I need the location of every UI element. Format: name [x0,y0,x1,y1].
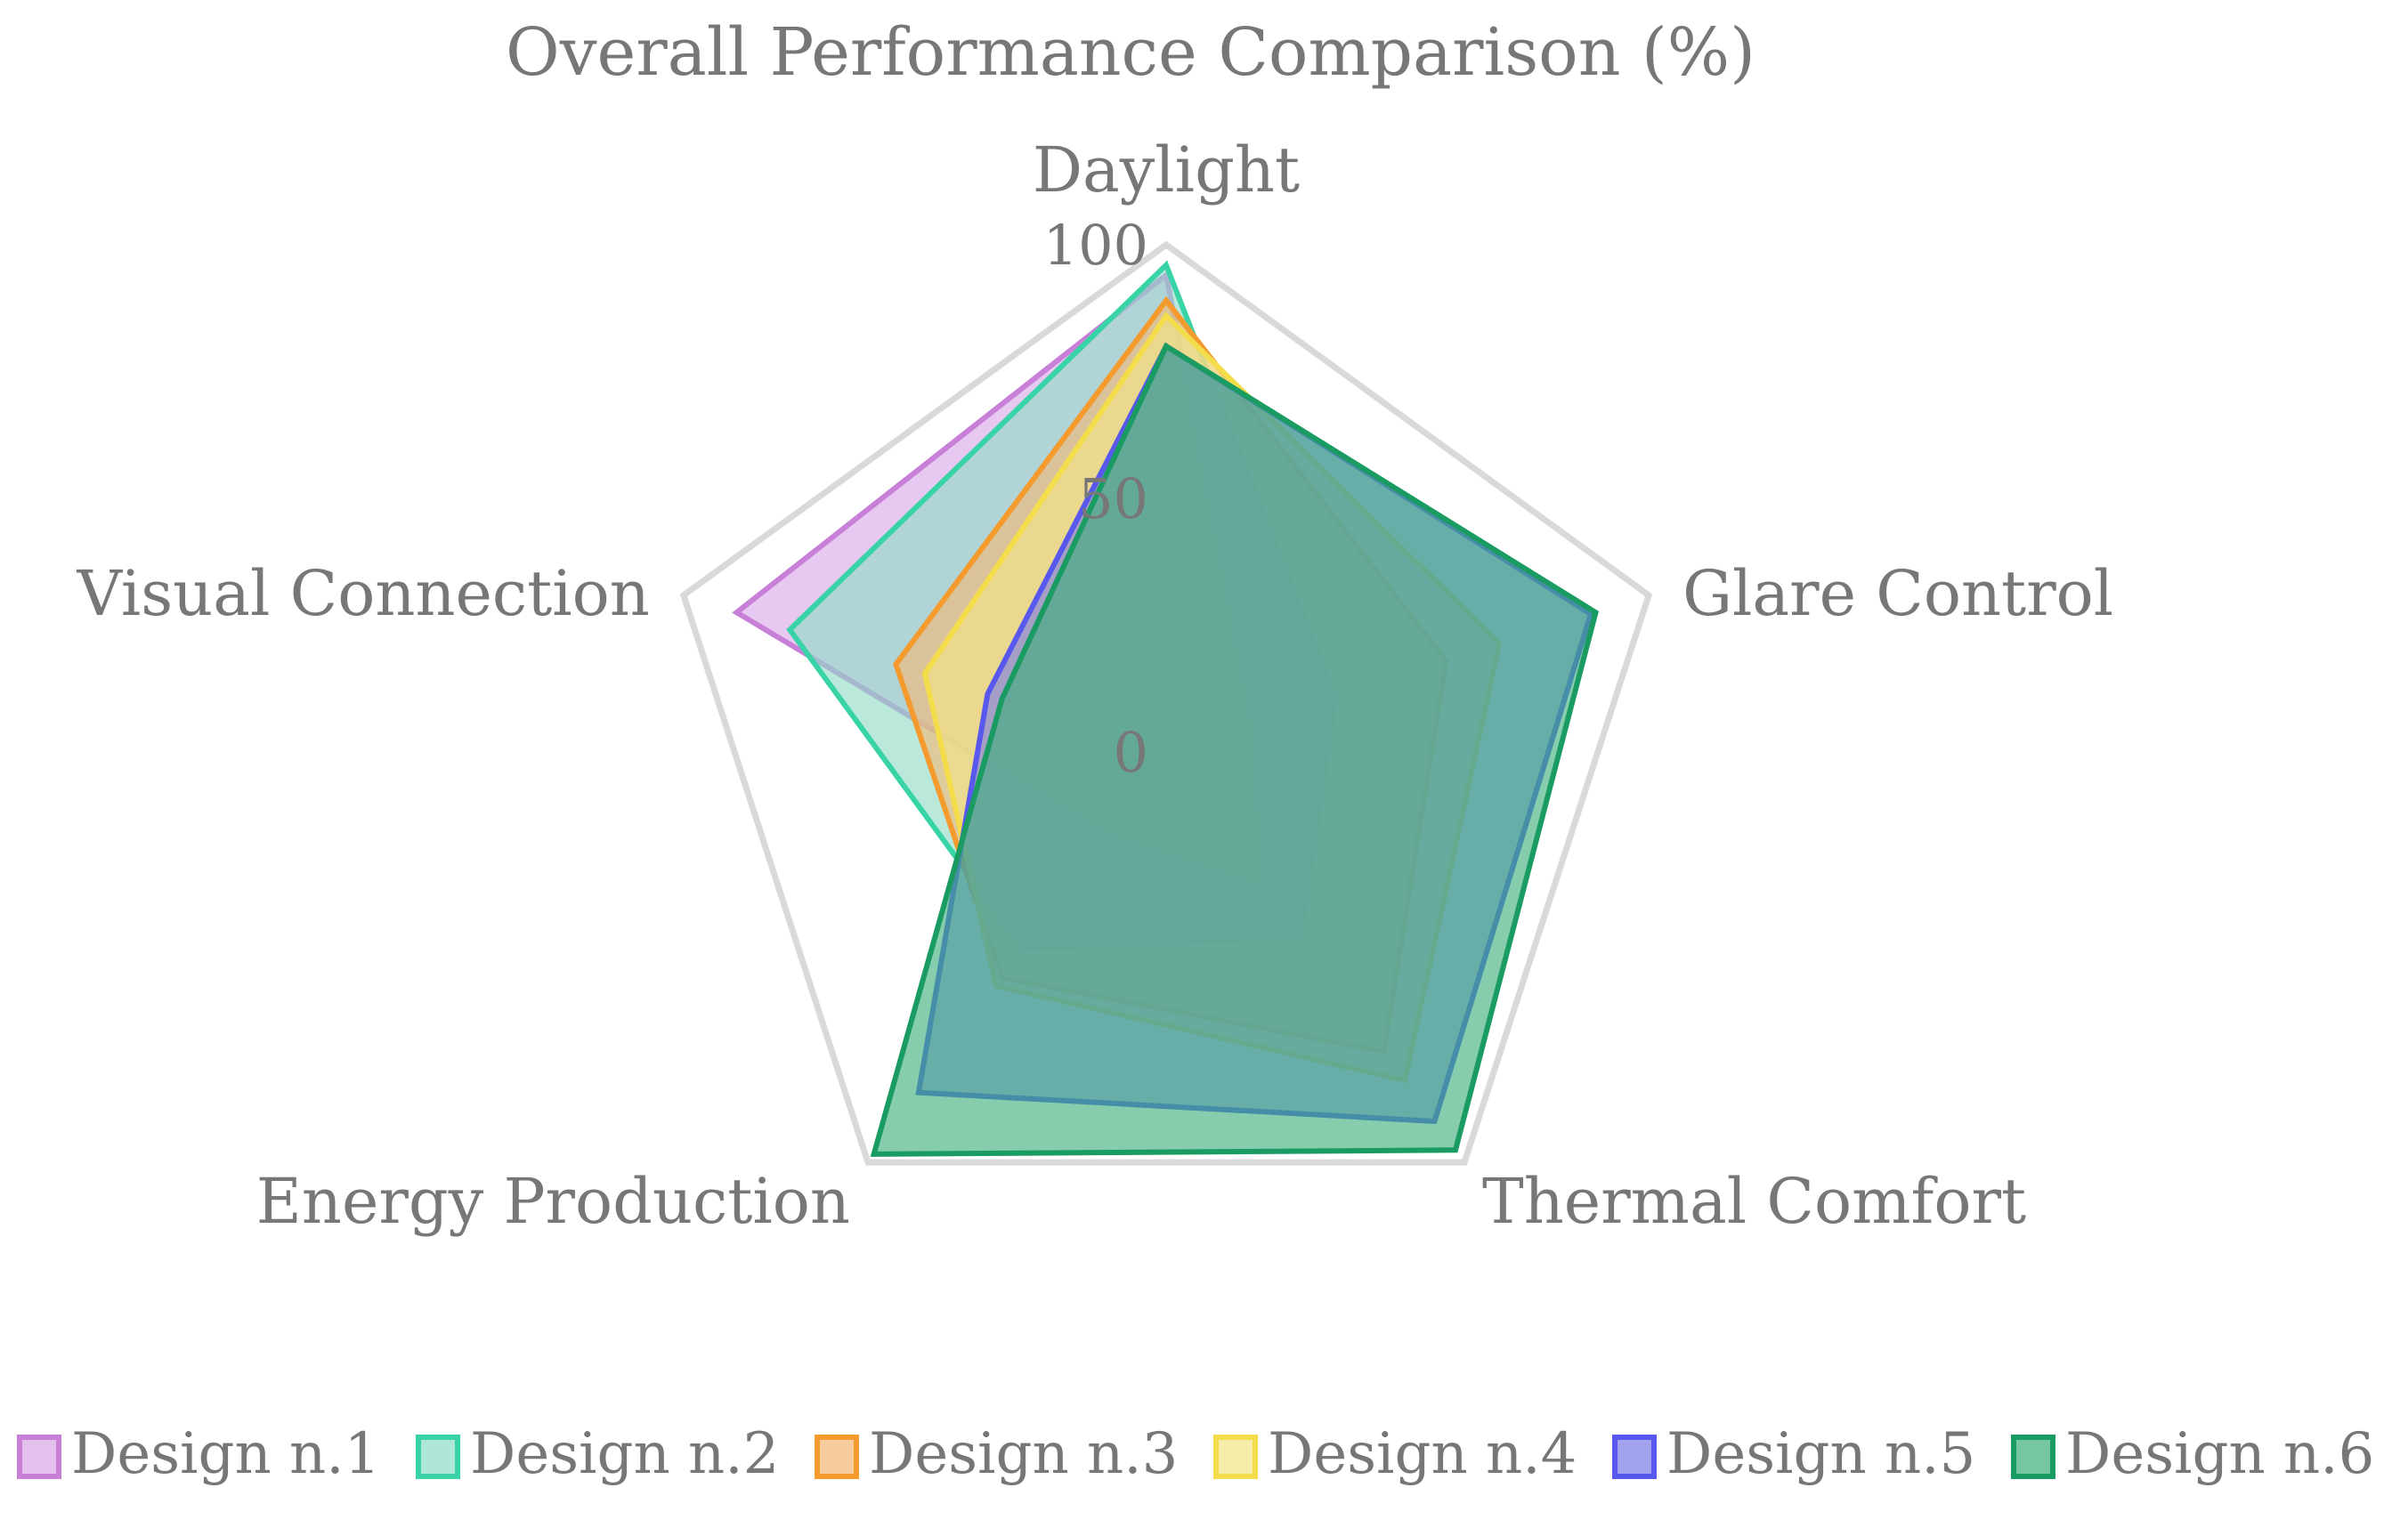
legend-label-2: Design n.2 [470,1421,779,1487]
legend-swatch-1 [17,1435,61,1479]
tick-label-100: 100 [1043,213,1148,278]
legend-swatch-3 [815,1435,859,1479]
axis-label-glare-control: Glare Control [1682,557,2113,630]
legend-swatch-2 [416,1435,460,1479]
legend-label-1: Design n.1 [71,1421,380,1487]
legend-swatch-6 [2011,1435,2055,1479]
axis-label-visual-connection: Visual Connection [77,557,650,630]
series-6-polygon [870,342,1599,1157]
legend-label-5: Design n.5 [1666,1421,1975,1487]
tick-label-0: 0 [1114,720,1148,785]
legend-label-6: Design n.6 [2065,1421,2374,1487]
legend-swatch-4 [1213,1435,1258,1479]
axis-label-daylight: Daylight [1033,133,1300,206]
chart-title: Overall Performance Comparison (%) [506,14,1755,91]
axis-label-thermal-comfort: Thermal Comfort [1482,1165,2026,1238]
legend-label-3: Design n.3 [869,1421,1178,1487]
axis-label-energy-production: Energy Production [256,1165,850,1238]
tick-label-50: 50 [1078,466,1148,531]
legend-swatch-5 [1612,1435,1657,1479]
radar-outer-frame [679,240,1653,1166]
legend-label-4: Design n.4 [1268,1421,1577,1487]
